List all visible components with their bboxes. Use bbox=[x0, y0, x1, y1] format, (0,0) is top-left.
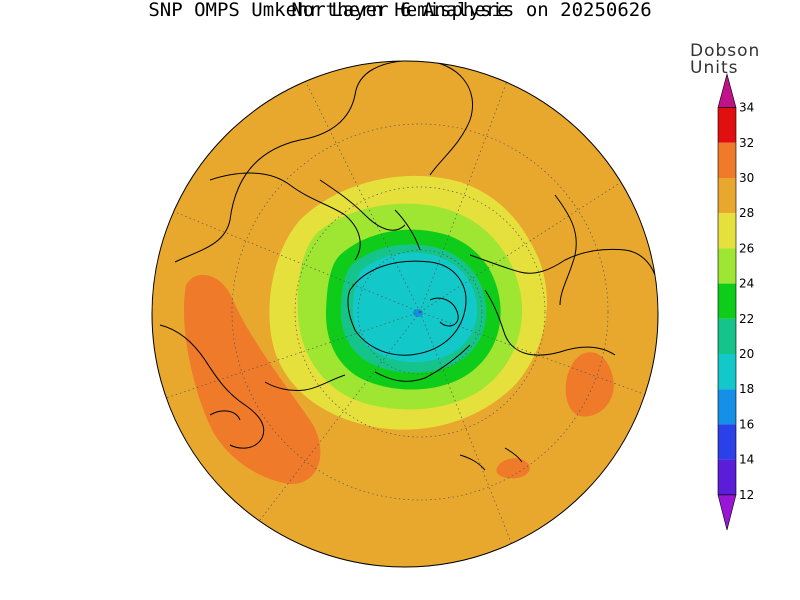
colorbar-units-label: Dobson bbox=[690, 41, 761, 61]
colorbar-tick-label: 26 bbox=[739, 241, 754, 255]
high-ozone-region-east bbox=[565, 352, 614, 417]
colorbar-segment bbox=[718, 318, 736, 354]
map-border bbox=[151, 60, 659, 568]
ozone-band-18-20 bbox=[352, 252, 478, 363]
colorbar-tick-label: 18 bbox=[739, 382, 754, 396]
colorbar-segment bbox=[718, 283, 736, 319]
colorbar-segment bbox=[718, 213, 736, 249]
colorbar: 34 32 30 28 26 24 22 20 18 16 14 12 bbox=[717, 72, 754, 531]
graticule bbox=[159, 61, 658, 566]
colorbar-segment bbox=[718, 248, 736, 284]
map-title: SNP OMPS Umkehr Layer 6 Analysis on 2025… bbox=[148, 0, 652, 21]
colorbar-tick-label: 24 bbox=[739, 277, 754, 291]
colorbar-tick-label: 30 bbox=[739, 171, 754, 185]
colorbar-tick-label: 12 bbox=[739, 488, 754, 502]
colorbar-tick-label: 16 bbox=[739, 417, 754, 431]
colorbar-segment bbox=[718, 424, 736, 460]
coastlines bbox=[159, 61, 656, 471]
high-ozone-region-west bbox=[183, 274, 321, 485]
colorbar-segment bbox=[718, 389, 736, 425]
colorbar-top-arrow bbox=[717, 72, 737, 108]
map-subtitle: Northern Hemisphere bbox=[291, 0, 509, 21]
colorbar-tick-label: 20 bbox=[739, 347, 754, 361]
colorbar-segment bbox=[718, 142, 736, 178]
colorbar-tick-label: 32 bbox=[739, 136, 754, 150]
colorbar-tick-label: 28 bbox=[739, 206, 754, 220]
colorbar-units-label-line2: Units bbox=[690, 58, 739, 78]
polar-map bbox=[152, 61, 658, 567]
colorbar-outline bbox=[717, 107, 737, 496]
high-ozone-region-south bbox=[496, 458, 530, 479]
colorbar-segment bbox=[718, 354, 736, 390]
colorbar-segment bbox=[718, 178, 736, 214]
ozone-minimum-16-18 bbox=[413, 309, 423, 317]
colorbar-segment bbox=[718, 107, 736, 143]
colorbar-tick-label: 34 bbox=[739, 101, 754, 115]
colorbar-tick-label: 22 bbox=[739, 312, 754, 326]
colorbar-bottom-arrow bbox=[717, 494, 737, 531]
colorbar-tick-label: 14 bbox=[739, 453, 754, 467]
colorbar-segment bbox=[718, 459, 736, 495]
